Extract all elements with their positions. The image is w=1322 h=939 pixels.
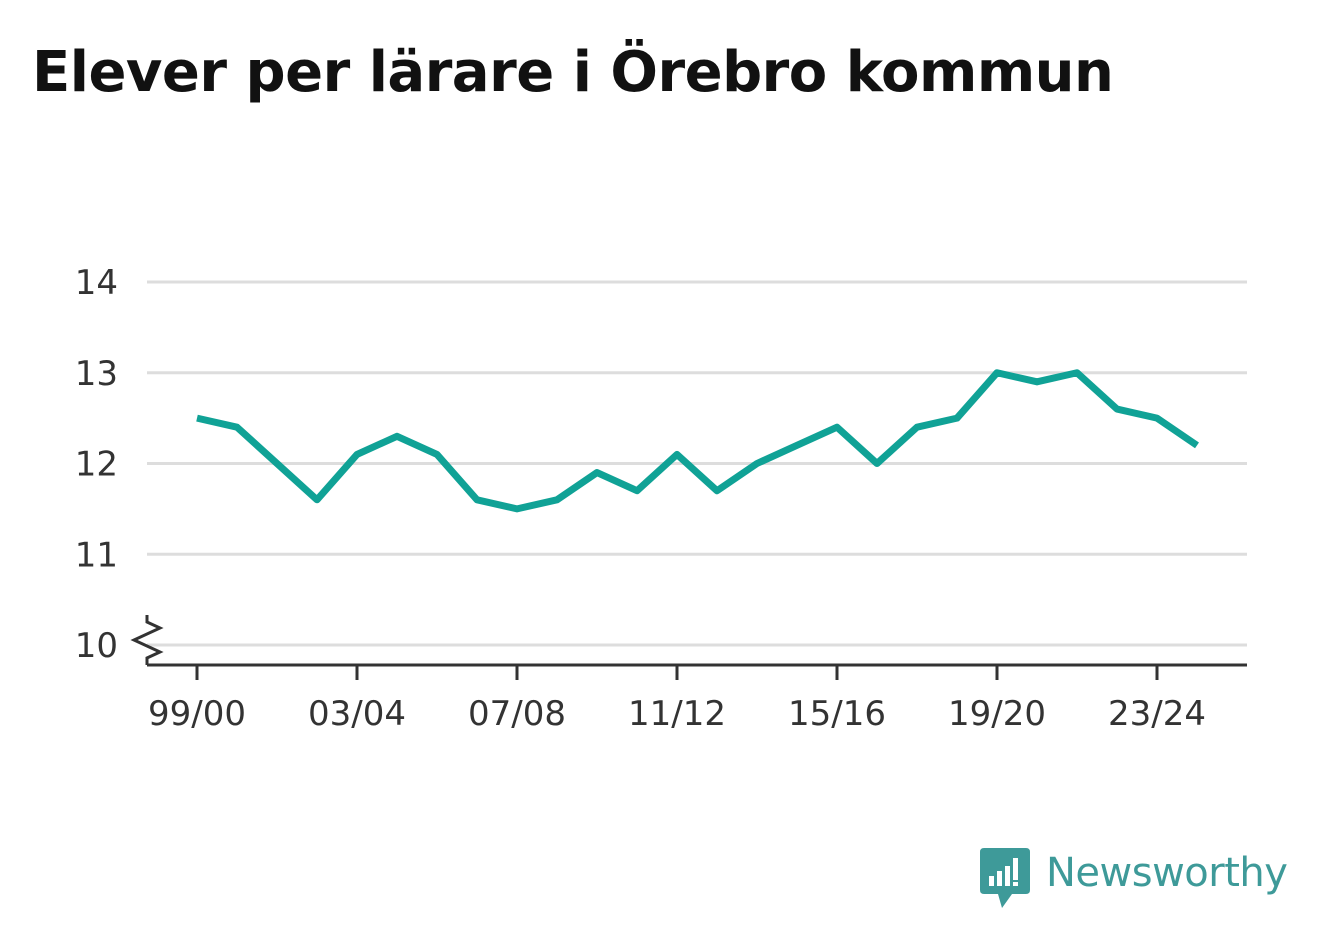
y-tick-label: 13 bbox=[75, 354, 118, 394]
newsworthy-logo-icon bbox=[980, 848, 1030, 908]
grid-lines bbox=[147, 280, 1247, 647]
x-tick-label: 15/16 bbox=[788, 694, 886, 734]
x-axis: 99/00 03/04 07/08 11/12 15/16 19/20 23/24 bbox=[147, 663, 1247, 734]
y-axis: 10 11 12 13 14 bbox=[75, 263, 164, 666]
y-tick-label: 11 bbox=[75, 535, 118, 575]
series-line bbox=[196, 369, 1199, 513]
x-tick-label: 99/00 bbox=[148, 694, 246, 734]
axis-break-icon bbox=[130, 615, 164, 665]
x-tick-label: 07/08 bbox=[468, 694, 566, 734]
x-tick-label: 11/12 bbox=[628, 694, 726, 734]
x-tick-label: 03/04 bbox=[308, 694, 406, 734]
y-tick-label: 10 bbox=[75, 626, 118, 666]
x-tick-label: 19/20 bbox=[948, 694, 1046, 734]
series-group bbox=[196, 369, 1199, 513]
brand-logo: Newsworthy bbox=[980, 848, 1288, 910]
y-tick-label: 12 bbox=[75, 445, 118, 485]
chart-title: Elever per lärare i Örebro kommun bbox=[32, 40, 1114, 105]
x-tick-label: 23/24 bbox=[1108, 694, 1206, 734]
brand-name: Newsworthy bbox=[1046, 850, 1288, 896]
y-tick-label: 14 bbox=[75, 263, 118, 303]
